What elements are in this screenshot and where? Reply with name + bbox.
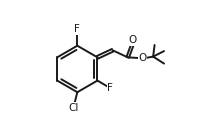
Text: F: F <box>107 82 113 92</box>
Text: O: O <box>129 35 137 45</box>
Text: O: O <box>138 53 147 63</box>
Text: F: F <box>74 24 80 34</box>
Text: Cl: Cl <box>68 103 79 113</box>
